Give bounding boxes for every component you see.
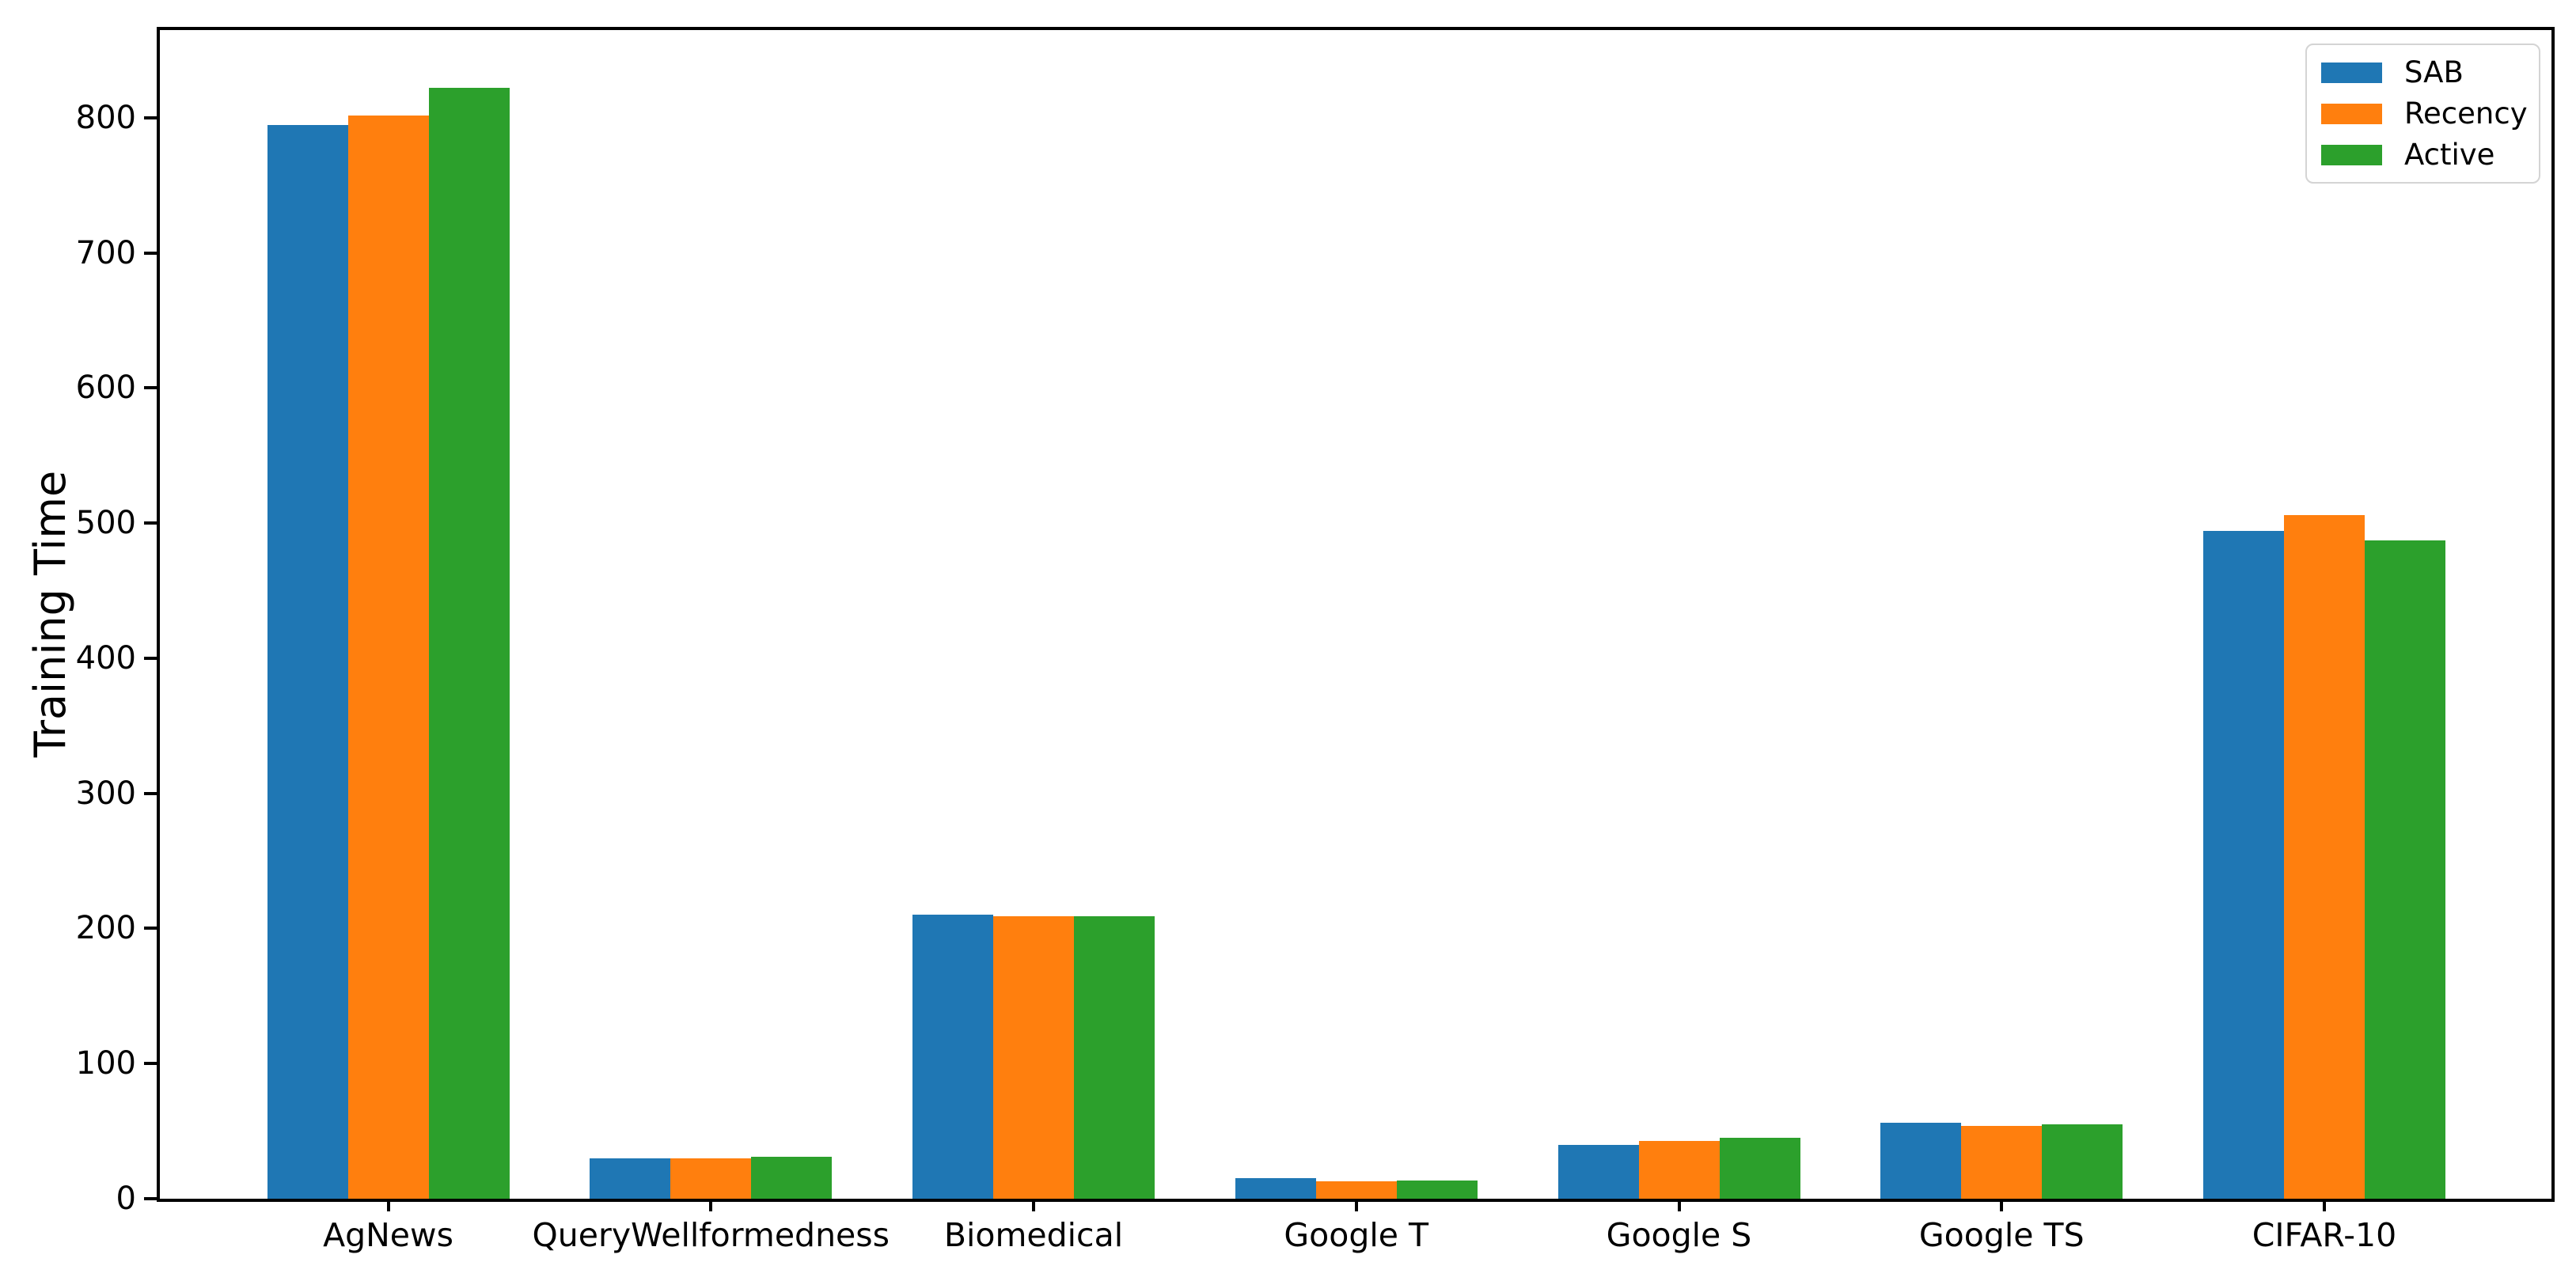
legend: SAB Recency Active: [2305, 44, 2540, 184]
bar-active-google-t: [1396, 1180, 1478, 1199]
y-tick-mark: [144, 1062, 157, 1066]
bar-active-biomedical: [1074, 916, 1155, 1199]
bar-recency-agnews: [347, 115, 429, 1199]
x-tick-label: QueryWellformedness: [532, 1216, 890, 1254]
y-tick-mark: [144, 1197, 157, 1200]
y-tick-label: 600: [75, 370, 136, 407]
bar-active-google-ts: [2042, 1124, 2123, 1199]
y-tick-label: 100: [75, 1045, 136, 1082]
bar-sab-google-ts: [1880, 1123, 1962, 1199]
bar-sab-biomedical: [912, 915, 993, 1199]
legend-label: SAB: [2404, 55, 2464, 89]
y-tick-mark: [144, 251, 157, 255]
y-tick-label: 500: [75, 505, 136, 542]
y-tick-label: 700: [75, 234, 136, 271]
legend-label: Active: [2404, 138, 2495, 172]
x-tick-label: CIFAR-10: [2252, 1216, 2397, 1254]
bar-recency-cifar-10: [2284, 514, 2365, 1199]
y-tick-mark: [144, 116, 157, 119]
legend-swatch-sab: [2321, 62, 2382, 83]
bar-active-agnews: [428, 88, 510, 1199]
y-tick-mark: [144, 521, 157, 525]
y-tick-label: 300: [75, 775, 136, 812]
legend-swatch-active: [2321, 144, 2382, 165]
bar-active-cifar-10: [2365, 540, 2445, 1199]
bar-sab-querywellformedness: [590, 1158, 671, 1199]
y-tick-label: 200: [75, 910, 136, 947]
bar-recency-google-t: [1315, 1181, 1397, 1199]
y-tick-mark: [144, 927, 157, 930]
y-tick-label: 400: [75, 639, 136, 677]
x-tick-label: Google S: [1606, 1216, 1752, 1254]
bar-sab-cifar-10: [2203, 531, 2284, 1199]
y-axis-label: Training Time: [25, 470, 75, 758]
legend-swatch-recency: [2321, 103, 2382, 124]
y-tick-label: 800: [75, 99, 136, 136]
bar-sab-agnews: [267, 124, 348, 1199]
x-tick-mark: [2323, 1199, 2326, 1211]
legend-entry-active: Active: [2321, 137, 2525, 172]
x-tick-label: AgNews: [323, 1216, 453, 1254]
x-tick-mark: [1677, 1199, 1681, 1211]
y-tick-label: 0: [116, 1181, 136, 1217]
y-tick-mark: [144, 656, 157, 660]
bar-sab-google-s: [1557, 1144, 1639, 1199]
bar-sab-google-t: [1235, 1178, 1316, 1199]
legend-entry-sab: SAB: [2321, 55, 2525, 90]
x-tick-label: Biomedical: [943, 1216, 1124, 1254]
y-tick-mark: [144, 386, 157, 390]
bar-recency-google-s: [1638, 1140, 1720, 1199]
bar-active-querywellformedness: [751, 1157, 833, 1199]
bar-recency-google-ts: [1961, 1125, 2043, 1199]
x-tick-mark: [1032, 1199, 1035, 1211]
plot-area: [157, 27, 2555, 1202]
x-tick-label: Google TS: [1918, 1216, 2085, 1254]
bar-recency-querywellformedness: [670, 1158, 752, 1199]
legend-entry-recency: Recency: [2321, 96, 2528, 131]
x-tick-label: Google T: [1284, 1216, 1429, 1254]
bar-recency-biomedical: [993, 916, 1074, 1199]
x-tick-mark: [1354, 1199, 1358, 1211]
x-tick-mark: [386, 1199, 390, 1211]
y-tick-mark: [144, 791, 157, 795]
x-tick-mark: [2000, 1199, 2004, 1211]
x-tick-mark: [709, 1199, 713, 1211]
legend-label: Recency: [2404, 97, 2528, 131]
bar-active-google-s: [1719, 1138, 1800, 1199]
